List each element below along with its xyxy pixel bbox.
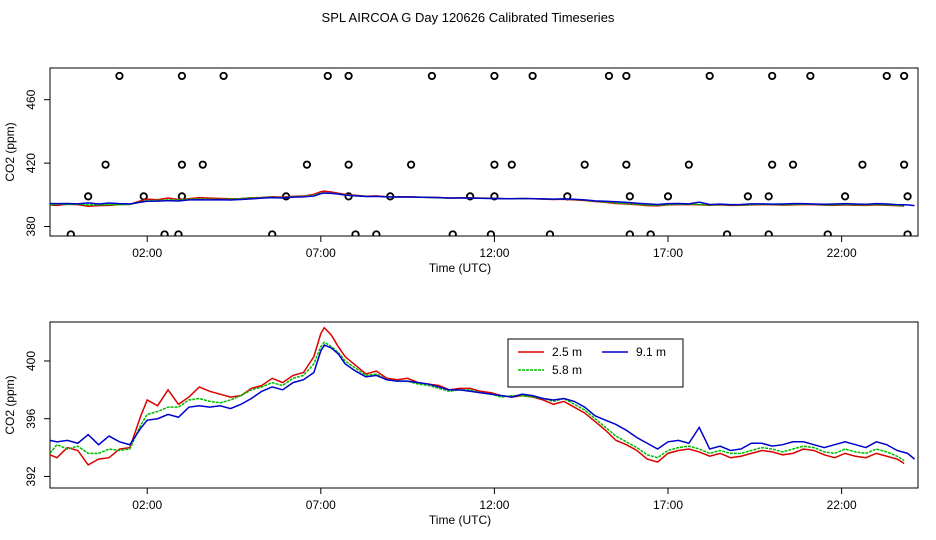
calibration-point [528,71,537,81]
panel-1-x-axis-label: Time (UTC) [429,261,491,275]
calibration-point [722,230,732,236]
panel-2-plot-area [50,326,916,466]
calibration-point [84,192,93,201]
panel-1-y-tick-label: 460 [24,89,38,109]
calibration-point [684,160,693,169]
calibration-point [743,192,752,201]
panel-2-x-tick-label: 02:00 [132,498,162,512]
calibration-point [622,71,631,81]
calibration-point [900,160,909,169]
panel-1-y-tick-label: 420 [24,153,38,173]
calibration-point [903,192,912,201]
calibration-point [302,160,312,169]
calibration-point [622,160,631,169]
calibration-point [177,71,187,81]
calibration-point [351,230,360,236]
calibration-point [177,160,187,169]
panel-1-y-tick-label: 380 [24,216,38,236]
legend-box [507,338,684,388]
calibration-point [490,71,499,81]
calibration-point [625,230,634,236]
calibration-point [705,71,714,81]
calibration-point [219,71,228,81]
panel-2-y-tick-label: 396 [24,408,38,428]
calibration-point [344,71,353,81]
calibration-point [139,192,148,201]
panel-1-x-tick-label: 22:00 [827,246,857,260]
calibration-point [490,160,499,169]
calibration-point [900,71,909,81]
calibration-point [604,71,614,81]
calibration-point [115,71,124,81]
series-line-9-1-m [50,192,915,207]
panel-2-x-tick-label: 22:00 [827,498,857,512]
calibration-point [840,192,850,201]
calibration-point [768,71,777,81]
calibration-point [823,230,832,236]
calibration-point [344,192,353,201]
series-line-5-8-m [50,341,905,462]
panel-2-y-tick-label: 400 [24,351,38,371]
calibration-point [768,160,777,169]
calibration-point [764,230,773,236]
calibration-point [580,160,589,169]
calibration-point [448,230,457,236]
calibration-point [101,160,110,169]
panel-2-x-axis-label: Time (UTC) [429,513,491,527]
calibration-point [545,230,555,236]
panel-1-x-tick-label: 17:00 [653,246,683,260]
panel-1-y-axis-label: CO2 (ppm) [3,122,17,181]
legend-label: 5.8 m [552,363,582,377]
panel-2-x-tick-label: 07:00 [306,498,336,512]
calibration-point [625,192,634,201]
calibration-point [486,230,496,236]
calibration-point [174,230,183,236]
panel-2-y-tick-label: 392 [24,466,38,486]
chart-title: SPL AIRCOA G Day 120626 Calibrated Times… [321,10,615,25]
calibration-point [466,192,475,201]
calibration-point [788,160,798,169]
panel-1-frame [49,67,919,237]
series-line-2-5-m [50,326,905,466]
calibration-point [160,230,169,236]
calibration-point [646,230,655,236]
panel-2-frame [49,321,919,489]
calibration-point [903,230,912,236]
calibration-point [806,71,815,81]
calibration-point [406,160,416,169]
calibration-point [490,192,499,201]
calibration-point [764,192,773,201]
panel-1-x-tick-label: 12:00 [479,246,509,260]
calibration-point [66,230,75,236]
calibration-point [663,192,673,201]
panel-1-plot-area [50,71,915,236]
calibration-point [344,160,353,169]
calibration-point [882,71,891,81]
calibration-point [268,230,277,236]
panel-1-x-tick-label: 02:00 [132,246,162,260]
calibration-point [323,71,332,81]
calibration-point [507,160,516,169]
legend-label: 9.1 m [636,345,666,359]
calibration-point [858,160,867,169]
calibration-point [198,160,207,169]
legend-label: 2.5 m [552,345,582,359]
panel-2-x-tick-label: 17:00 [653,498,683,512]
panel-1-x-tick-label: 07:00 [306,246,336,260]
series-line-9-1-m [50,344,916,460]
panel-2-y-axis-label: CO2 (ppm) [3,375,17,434]
calibration-point [427,71,437,81]
calibration-point [372,230,381,236]
panel-2-x-tick-label: 12:00 [479,498,509,512]
